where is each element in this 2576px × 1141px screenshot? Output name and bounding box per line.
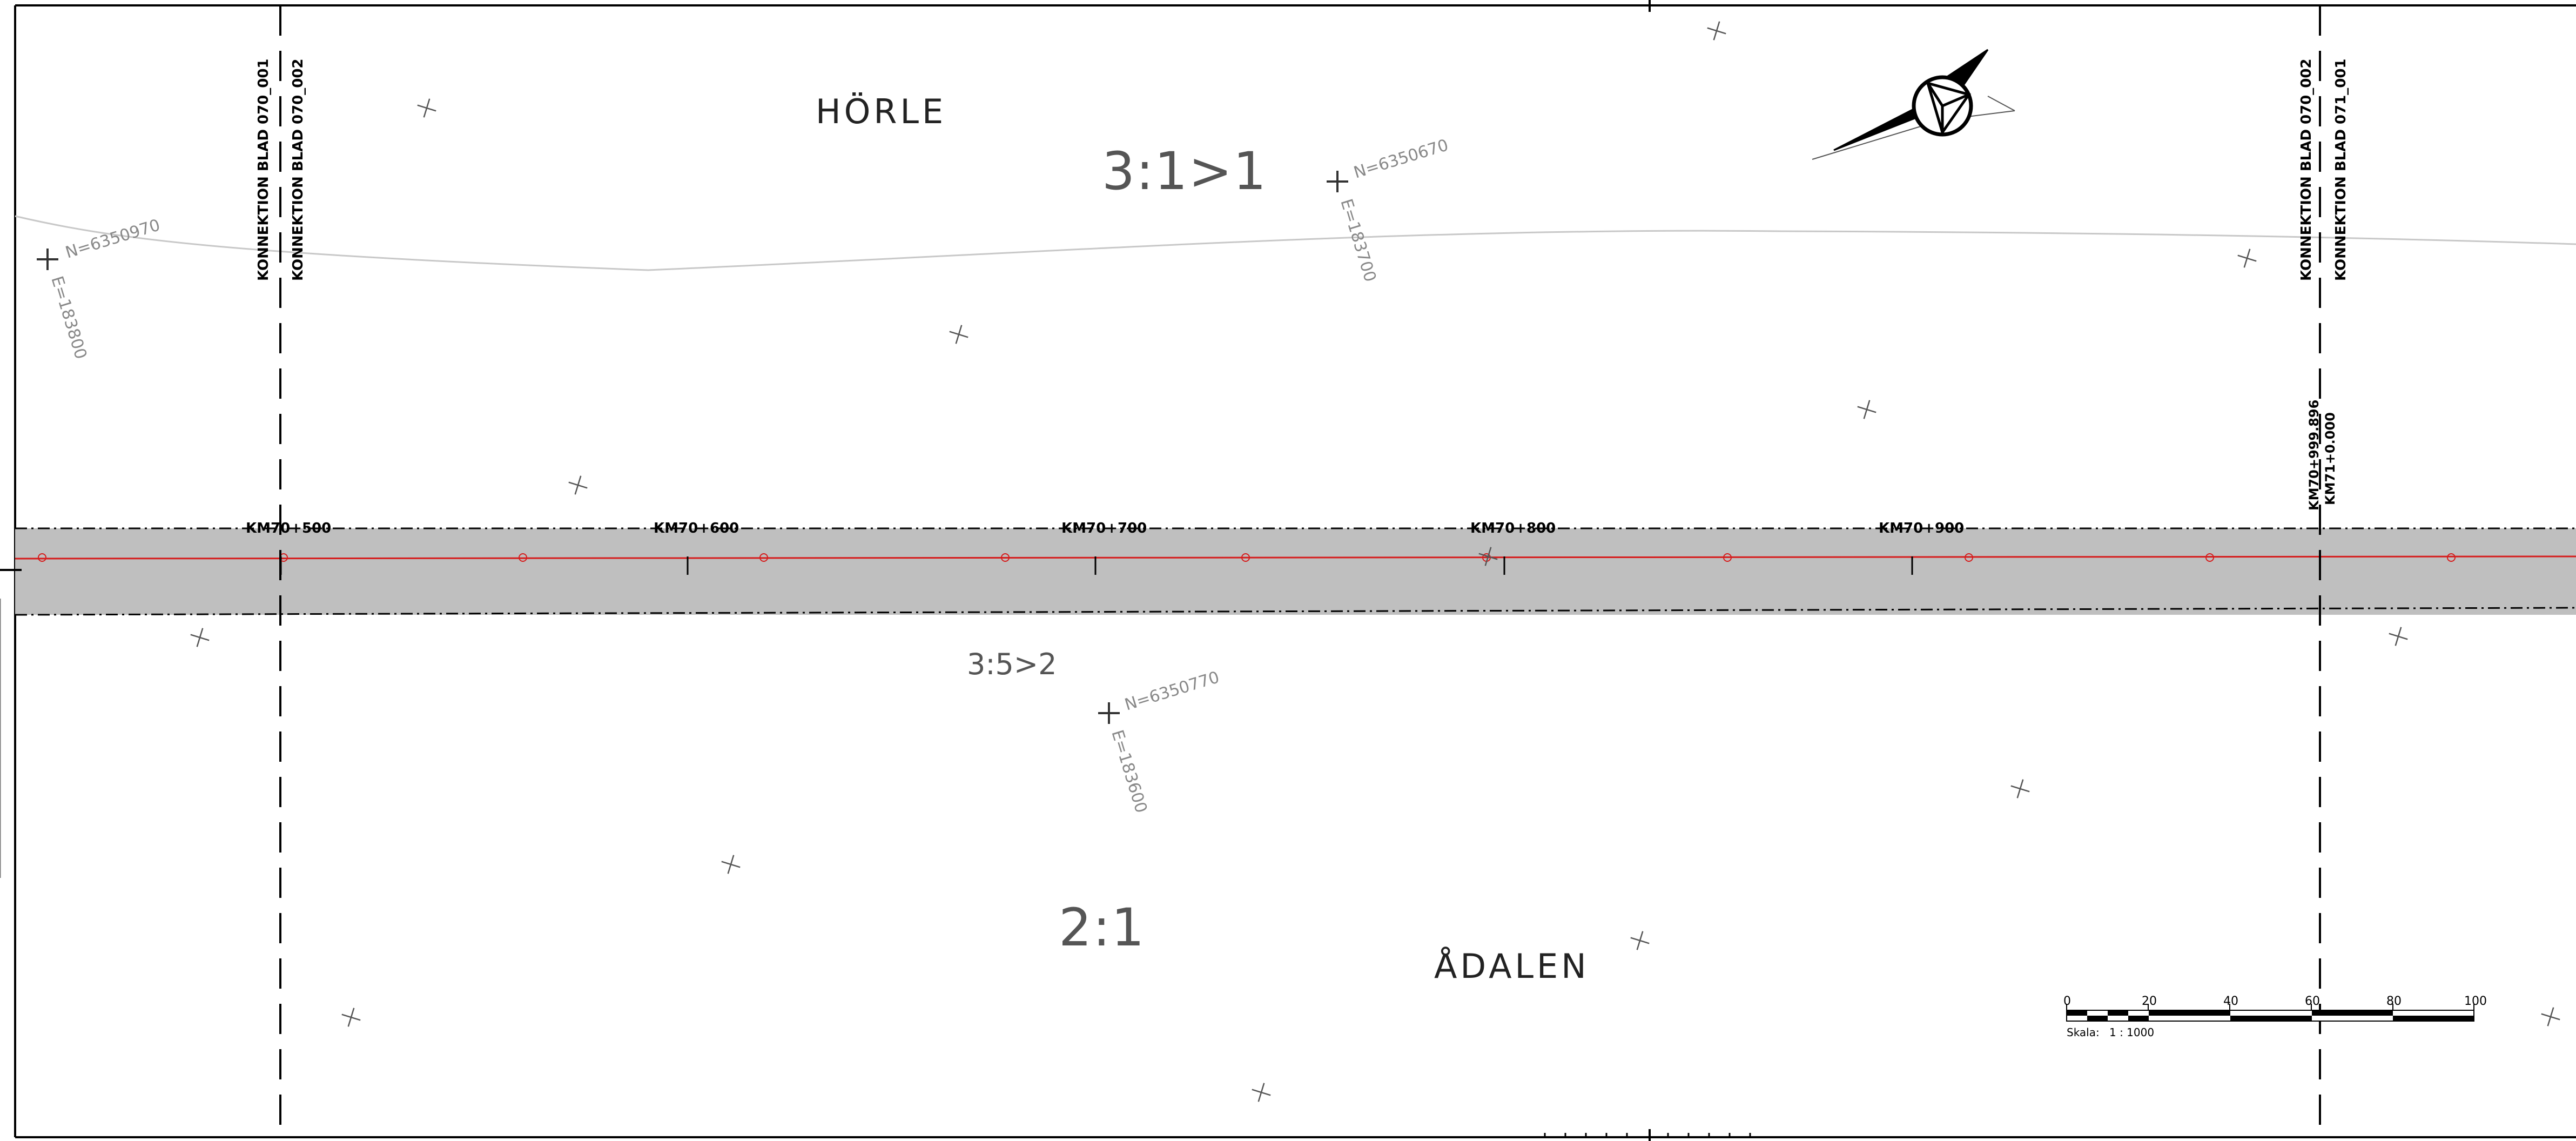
chainage-labels: KM70+500 KM70+600 KM70+700 KM70+800 KM70… [246,520,1964,536]
place-name-horle: HÖRLE [816,92,946,131]
scale-tick-label: 80 [2386,995,2402,1008]
easting-label: E=183700 [1336,197,1380,284]
frame-bottom-ticks [1544,1133,1751,1137]
road-corridor [0,527,2576,616]
scale-tick-label: 40 [2223,995,2238,1008]
northing-label: N=6350670 [1351,136,1451,182]
easting-label: E=183800 [47,274,90,361]
sheet-connection-lines [279,5,2321,1137]
slope-label: 3:5>2 [967,647,1057,681]
survey-markers [38,553,2456,562]
easting-label: E=183600 [1107,728,1151,815]
chainage-end-label: KM71+0.000 [2323,412,2338,505]
chainage-label: KM70+800 [1470,520,1556,536]
sheet-connection-right: KONNEKTION BLAD 071_001 [2333,58,2349,281]
chainage-label: KM70+500 [246,520,331,536]
scale-value: 1 : 1000 [2109,1026,2154,1039]
scale-tick-label: 0 [2063,995,2071,1008]
chainage-label: KM70+700 [1061,520,1147,536]
northing-label: N=6350770 [1122,668,1222,714]
slope-label: 2:1 [1059,897,1146,958]
scale-label: Skala: [2067,1026,2100,1039]
sheet-connection-right: KONNEKTION BLAD 070_002 [2298,58,2315,281]
coordinate-marker-south: N=6350770 E=183600 [1098,668,1222,815]
sheet-connection-left: KONNEKTION BLAD 070_002 [290,58,306,281]
contour-line [15,215,2576,271]
scale-tick-label: 100 [2464,995,2487,1008]
grid-crosses [190,21,2560,1102]
scale-tick-label: 60 [2305,995,2320,1008]
chainage-label: KM70+900 [1879,520,1964,536]
scale-tick-label: 20 [2142,995,2157,1008]
chainage-label: KM70+600 [654,520,739,536]
scale-bar: 0 20 40 60 80 100 Skala: 1 : 1000 [2063,995,2487,1039]
north-arrow-icon [1812,49,2015,160]
road-centerline [15,555,2576,560]
place-name-adalen: ÅDALEN [1434,947,1590,986]
sheet-connection-left: KONNEKTION BLAD 070_001 [255,58,272,281]
coordinate-marker-middle: N=6350670 E=183700 [1327,136,1451,284]
slope-label: 3:1>1 [1102,141,1267,202]
coordinate-marker-west: N=6350970 E=183800 [37,216,163,361]
